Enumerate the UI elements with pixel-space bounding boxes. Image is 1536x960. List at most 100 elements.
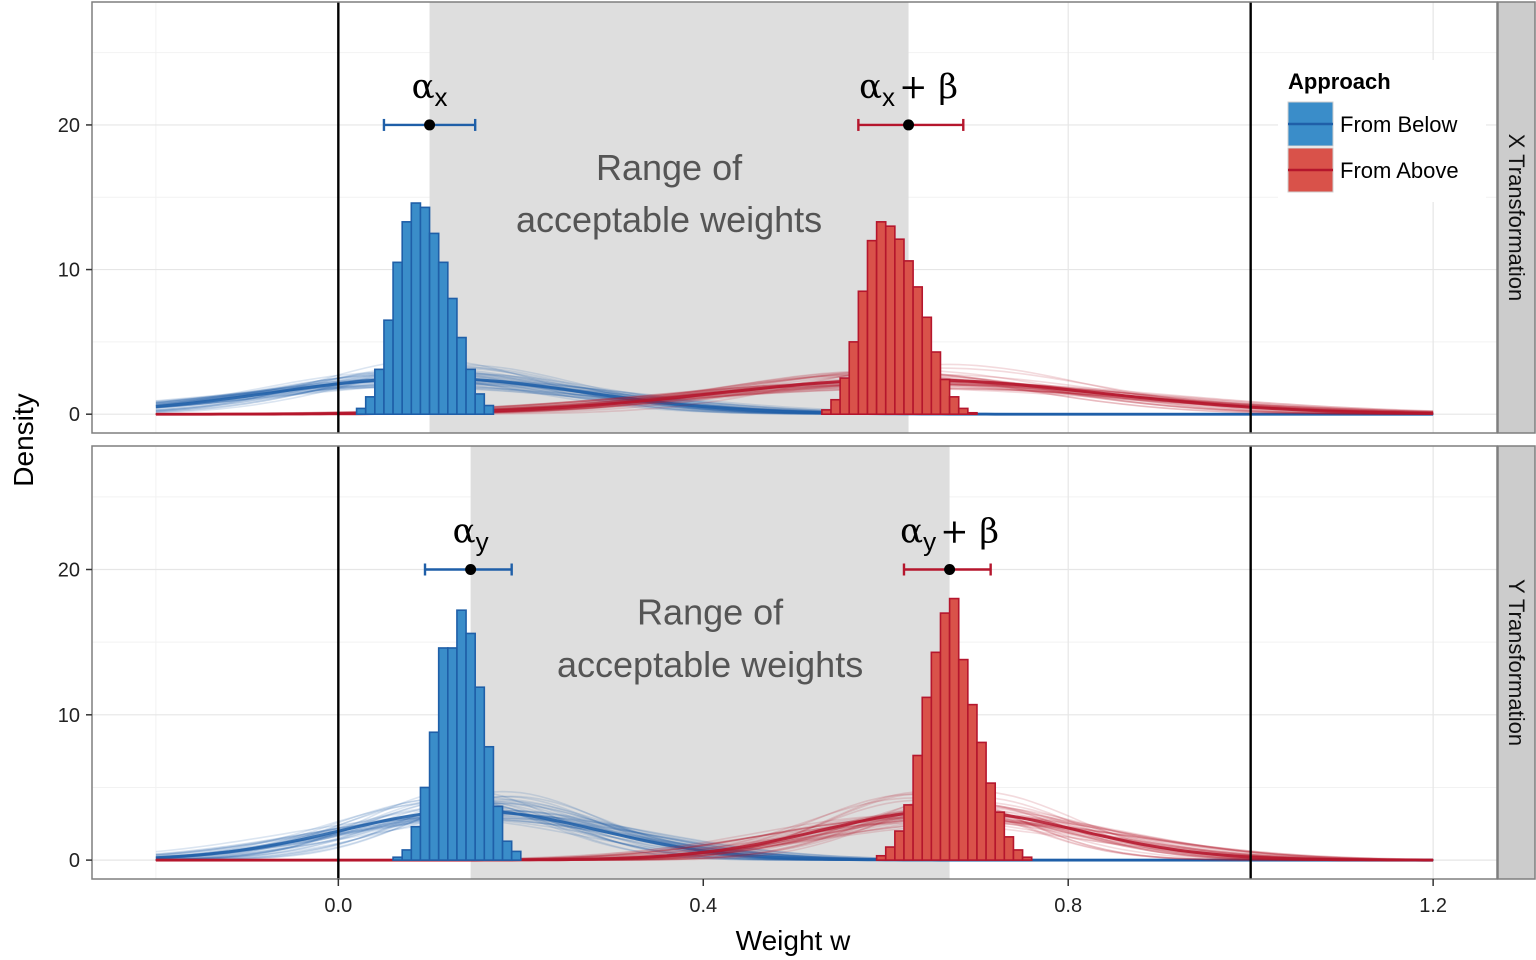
point-estimate bbox=[903, 119, 915, 131]
histogram-bar bbox=[930, 351, 942, 415]
histogram-bar bbox=[1021, 856, 1033, 861]
histogram-bar bbox=[921, 696, 933, 861]
histogram-bar bbox=[839, 377, 851, 415]
histogram-bar bbox=[967, 703, 978, 861]
histogram-bar bbox=[994, 811, 1006, 861]
histogram-bar bbox=[875, 221, 887, 415]
histogram-bar bbox=[894, 238, 905, 415]
panel-border bbox=[91, 445, 1498, 880]
errorbar-from-above: αy + β bbox=[900, 512, 999, 576]
panel-marks bbox=[155, 597, 1434, 862]
histogram-bar bbox=[1003, 836, 1015, 861]
density-bundle-from-above bbox=[155, 790, 1434, 862]
histogram-bar bbox=[456, 609, 467, 861]
y-tick-label: 10 bbox=[58, 260, 80, 282]
x-tick-label: 0.0 bbox=[324, 895, 352, 917]
point-estimate bbox=[944, 564, 956, 576]
histogram-bar bbox=[930, 651, 942, 861]
range-text-line2: acceptable weights bbox=[516, 199, 822, 240]
histogram-bar bbox=[957, 407, 969, 415]
histogram-from-below bbox=[355, 202, 495, 415]
histogram-bar bbox=[483, 404, 495, 415]
histogram-bar bbox=[374, 368, 385, 415]
parameter-label: αx bbox=[412, 67, 448, 112]
density-curve-mean bbox=[155, 809, 1434, 862]
histogram-bar bbox=[948, 597, 960, 861]
histogram-bar bbox=[866, 239, 878, 415]
histogram-bar bbox=[903, 804, 914, 861]
histogram-bar bbox=[437, 261, 449, 415]
histogram-bar bbox=[410, 825, 422, 861]
histogram-bar bbox=[419, 206, 431, 415]
histogram-bar bbox=[465, 632, 476, 861]
histogram-from-below bbox=[392, 609, 522, 861]
point-estimate bbox=[424, 119, 436, 131]
panel-2: Range of acceptable weights αy αy + β 0 10 20 Y … bbox=[58, 445, 1536, 880]
density-bundle-from-below bbox=[155, 359, 1434, 416]
errorbar-from-below: αx bbox=[382, 67, 477, 131]
y-tick-label: 0 bbox=[69, 850, 80, 872]
histogram-bar bbox=[401, 221, 413, 415]
histogram-bar bbox=[483, 745, 495, 861]
panels-layer: Range of acceptable weights αx αx + β 0 10 20 X … bbox=[58, 1, 1536, 880]
acceptable-range-band bbox=[429, 2, 909, 433]
histogram-bar bbox=[456, 336, 467, 415]
histogram-bar bbox=[465, 368, 476, 415]
parameter-label: αx + β bbox=[859, 67, 958, 112]
x-axis: 0.0 0.4 0.8 1.2 bbox=[324, 879, 1447, 917]
histogram-bar bbox=[355, 407, 367, 415]
histogram-bar bbox=[383, 319, 394, 415]
histogram-bar bbox=[830, 398, 841, 415]
legend-title: Approach bbox=[1288, 69, 1391, 94]
histogram-bar bbox=[894, 830, 905, 861]
legend-label: From Above bbox=[1340, 158, 1459, 183]
y-tick-label: 20 bbox=[58, 560, 80, 582]
histogram-bar bbox=[410, 202, 422, 415]
histogram-bar bbox=[912, 286, 924, 415]
histogram-from-above bbox=[875, 597, 1033, 861]
histogram-bar bbox=[848, 341, 860, 415]
histogram-bar bbox=[821, 409, 832, 415]
histogram-bar bbox=[510, 850, 522, 861]
histogram-bar bbox=[884, 846, 896, 861]
x-tick-label: 0.4 bbox=[689, 895, 717, 917]
facet-strip-label: X Transformation bbox=[1504, 134, 1529, 302]
parameter-label: αy bbox=[453, 512, 489, 557]
y-axis-title: Density bbox=[8, 393, 39, 486]
histogram-bar bbox=[392, 261, 403, 415]
facet-strip bbox=[1497, 445, 1536, 880]
histogram-bar bbox=[921, 316, 933, 415]
point-estimate bbox=[465, 564, 477, 576]
legend-label: From Below bbox=[1340, 112, 1457, 137]
y-tick-label: 10 bbox=[58, 705, 80, 727]
density-curve-mean bbox=[155, 809, 1434, 862]
histogram-bar bbox=[948, 396, 960, 415]
panel-marks bbox=[155, 202, 1434, 416]
histogram-bar bbox=[1012, 849, 1024, 861]
histogram-bar bbox=[967, 411, 978, 415]
histogram-bar bbox=[419, 786, 431, 861]
histogram-bar bbox=[976, 741, 987, 861]
x-tick-label: 1.2 bbox=[1419, 895, 1447, 917]
density-bundle-from-below bbox=[155, 789, 1434, 862]
histogram-bar bbox=[912, 754, 924, 861]
facet-strip bbox=[1497, 1, 1536, 434]
histogram-bar bbox=[447, 297, 458, 415]
histogram-bar bbox=[474, 686, 486, 861]
histogram-bar bbox=[428, 232, 440, 415]
histogram-bar bbox=[474, 393, 486, 415]
histogram-bar bbox=[401, 849, 413, 861]
errorbar-from-above: αx + β bbox=[857, 67, 965, 131]
histogram-bar bbox=[884, 225, 896, 415]
panel-border bbox=[91, 1, 1498, 434]
y-tick-label: 0 bbox=[69, 404, 80, 426]
y-tick-label: 20 bbox=[58, 115, 80, 137]
parameter-label: αy + β bbox=[900, 512, 999, 557]
range-text-line2: acceptable weights bbox=[557, 644, 863, 685]
x-tick-label: 0.8 bbox=[1054, 895, 1082, 917]
histogram-bar bbox=[957, 658, 969, 861]
histogram-bar bbox=[428, 731, 440, 861]
histogram-bar bbox=[903, 260, 914, 415]
histogram-bar bbox=[939, 378, 951, 415]
